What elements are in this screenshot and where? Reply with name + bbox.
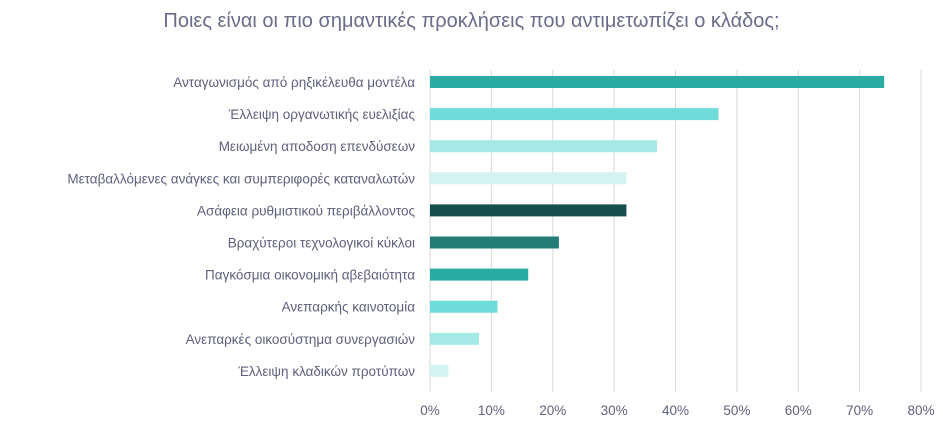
x-tick-labels: 0% 10% 20% 30% 40% 50% 60% 70% 80% — [420, 403, 934, 418]
category-label: Ασάφεια ρυθμιστικού περιβάλλοντος — [197, 203, 415, 218]
category-label: Μειωμένη αποδοση επενδύσεων — [219, 139, 416, 154]
x-tick-label: 80% — [907, 403, 934, 418]
category-label: Έλλειψη κλαδικών προτύπων — [237, 364, 415, 379]
bar — [430, 300, 498, 313]
bar — [430, 204, 627, 217]
category-label: Ανεπαρκής καινοτομία — [282, 300, 416, 315]
gridlines — [429, 70, 922, 392]
x-tick-label: 60% — [785, 403, 812, 418]
category-label: Ανταγωνισμός από ρηξικέλευθα μοντέλα — [173, 75, 415, 90]
bar — [430, 332, 480, 345]
x-tick-label: 40% — [662, 403, 689, 418]
x-tick-label: 70% — [846, 403, 873, 418]
category-label: Μεταβαλλόμενες ανάγκες και συμπεριφορές … — [67, 171, 415, 186]
bar — [430, 76, 885, 88]
bar — [430, 108, 719, 121]
x-tick-label: 0% — [420, 403, 440, 418]
category-labels: Ανταγωνισμός από ρηξικέλευθα μοντέλα Έλλε… — [67, 75, 415, 379]
bar — [430, 268, 529, 281]
bars — [430, 76, 885, 377]
x-tick-label: 20% — [539, 403, 566, 418]
category-label: Βραχύτεροι τεχνολογικοί κύκλοι — [228, 236, 415, 251]
category-label: Παγκόσμια οικονομική αβεβαιότητα — [205, 268, 415, 283]
bar — [430, 364, 449, 377]
bar — [430, 172, 627, 185]
x-tick-label: 30% — [601, 403, 628, 418]
x-tick-label: 50% — [723, 403, 750, 418]
x-tick-label: 10% — [478, 403, 505, 418]
bar — [430, 140, 658, 153]
bar — [430, 236, 559, 249]
chart-title: Ποιες είναι οι πιο σημαντικές προκλήσεις… — [163, 10, 780, 32]
category-label: Έλλειψη οργανωτικής ευελιξίας — [228, 107, 416, 122]
category-label: Ανεπαρκές οικοσύστημα συνεργασιών — [186, 332, 416, 347]
